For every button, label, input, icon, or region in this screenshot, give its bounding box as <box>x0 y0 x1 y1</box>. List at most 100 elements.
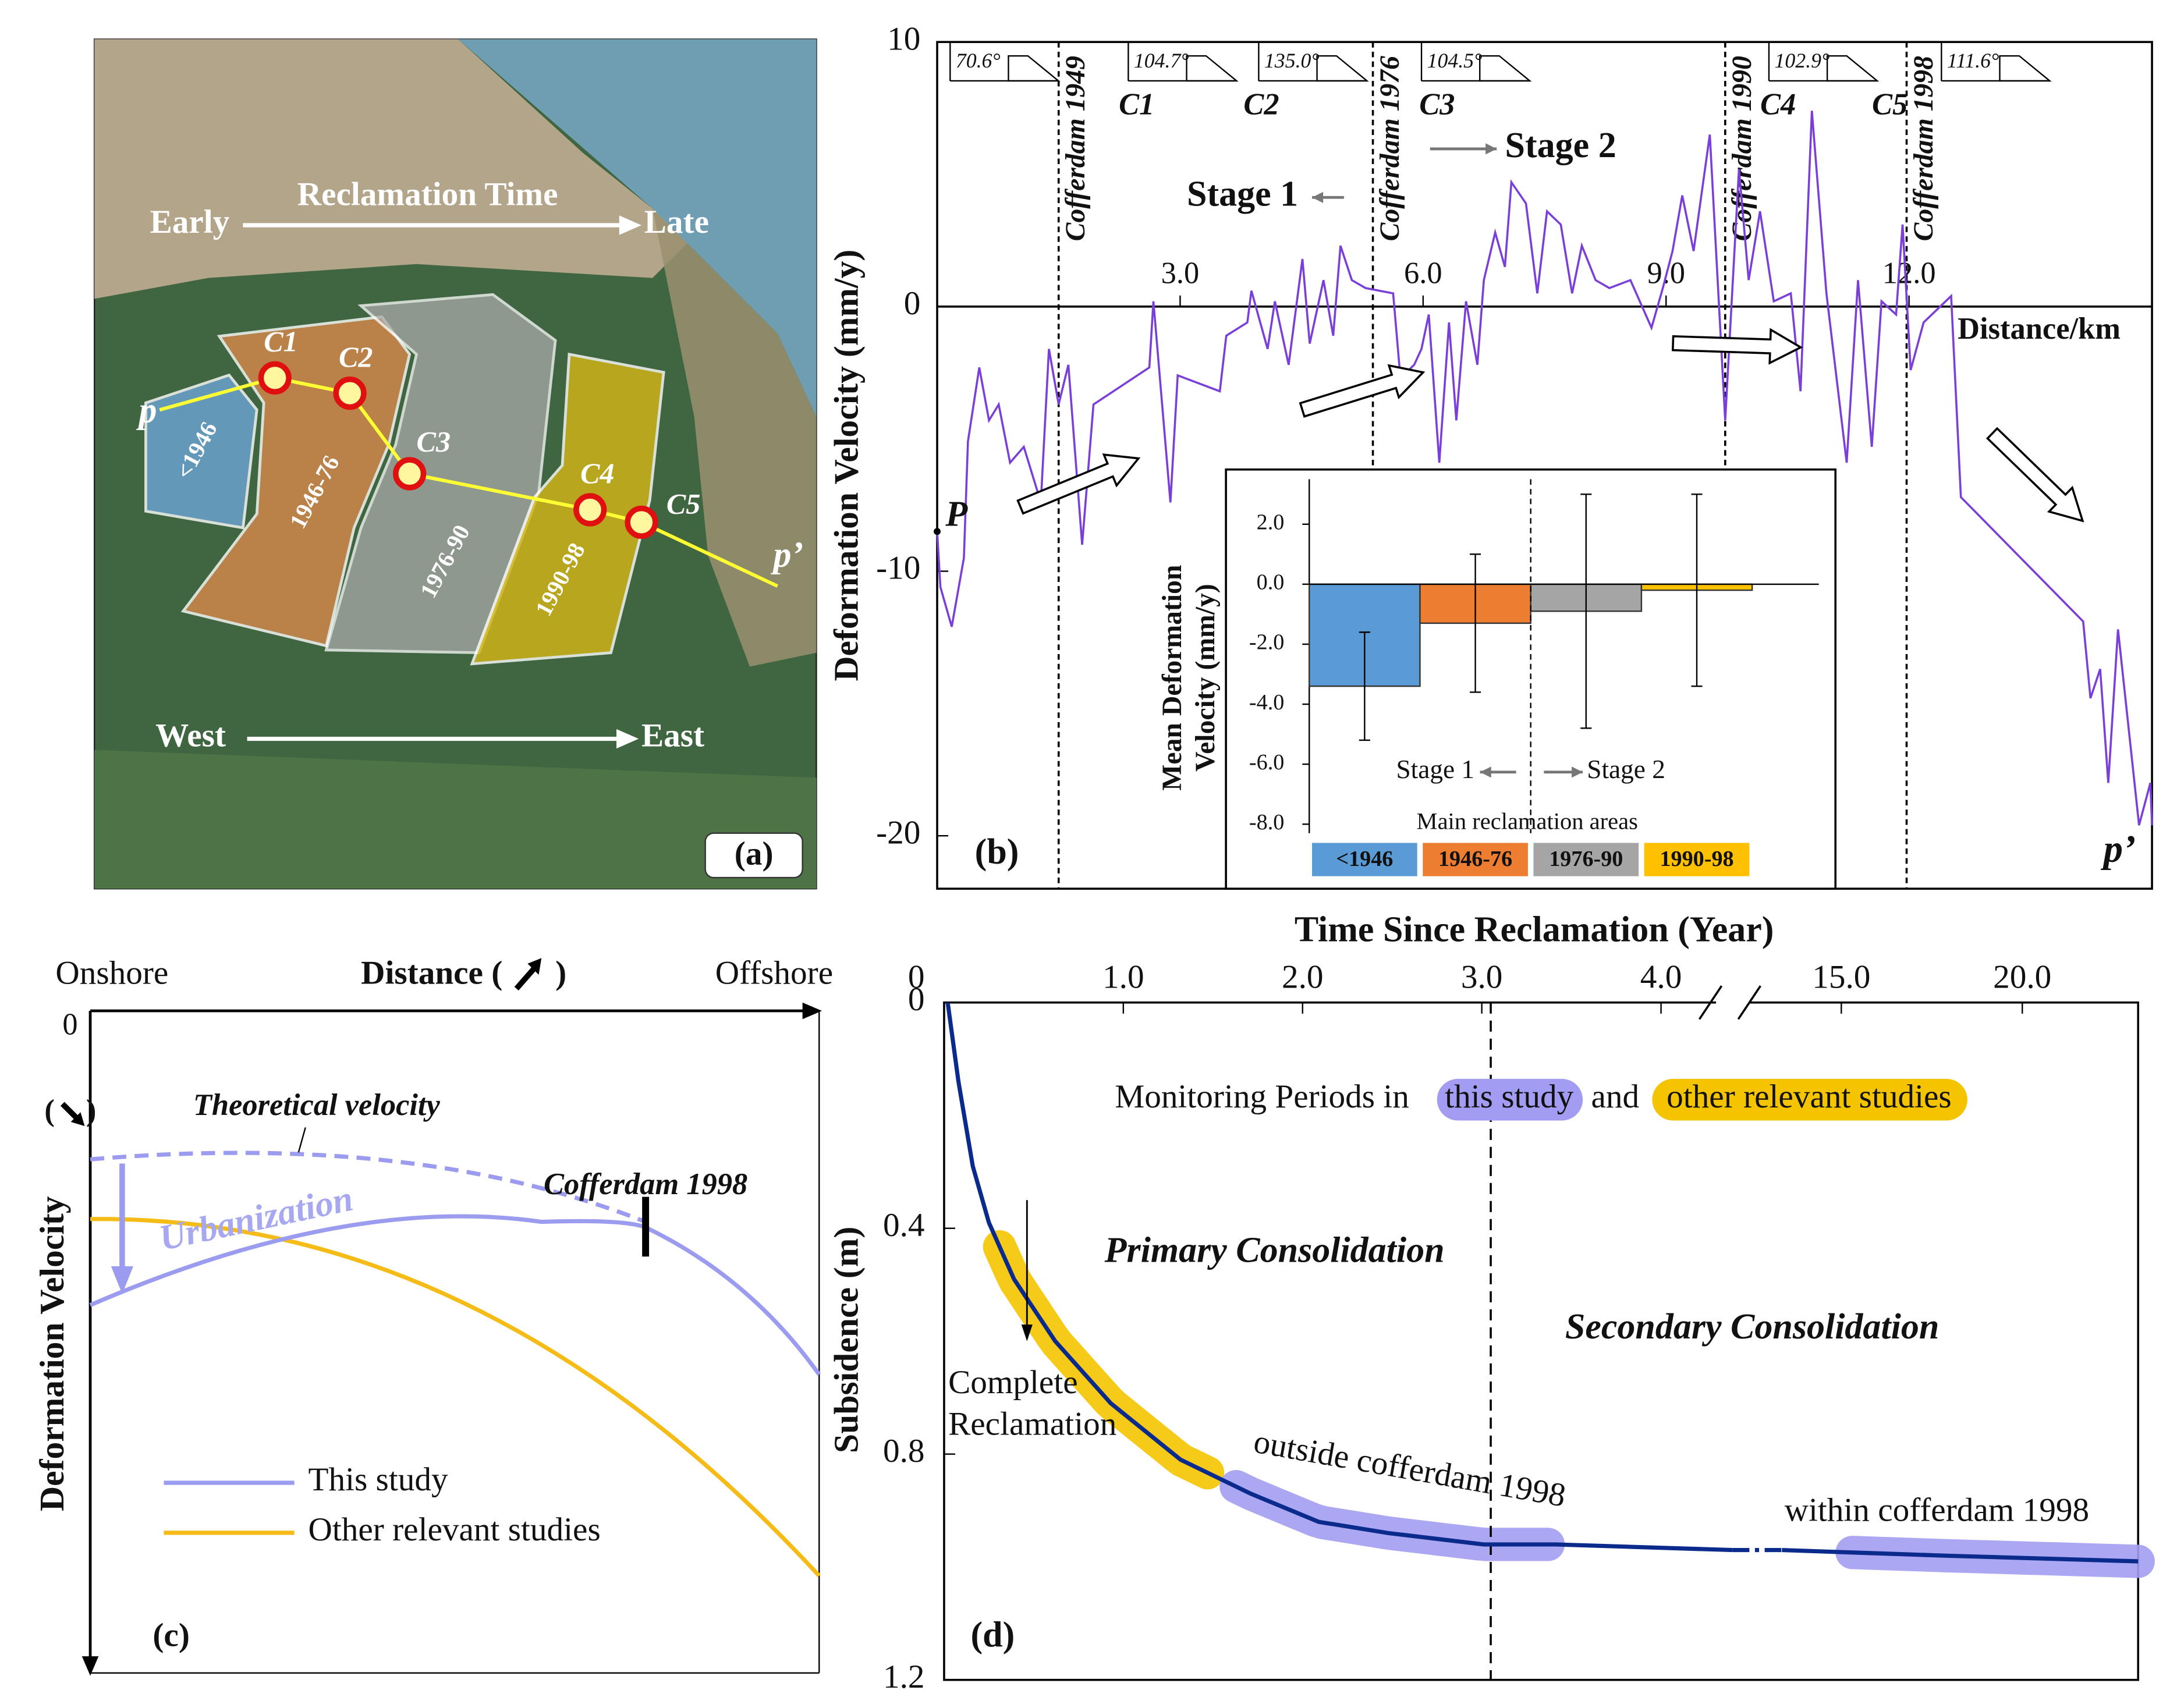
pill <box>1437 1078 1583 1121</box>
icon-arrowhead <box>70 1112 85 1126</box>
section-label: C3 <box>1419 87 1455 121</box>
y-tick-label: -4.0 <box>1249 690 1284 715</box>
deformation-line <box>936 111 2153 826</box>
section-label: C1 <box>264 325 297 358</box>
angle-label: 104.5° <box>1427 49 1483 72</box>
legend-label: This study <box>309 1461 448 1498</box>
angle-icon <box>1826 55 1880 82</box>
section-point <box>393 457 427 491</box>
icon-arrowhead <box>527 958 542 975</box>
y-tick-label: 0.4 <box>883 1207 925 1244</box>
section-label: C1 <box>1119 87 1154 121</box>
section-label: C5 <box>1872 87 1907 121</box>
arrowhead <box>616 729 639 749</box>
angle-icon <box>1186 55 1239 82</box>
angle-label: 135.0° <box>1264 49 1320 72</box>
stage-label: Stage 1 <box>1187 175 1298 214</box>
section-label: C2 <box>1243 87 1279 121</box>
panel-a: Reclamation Time Early Late West East <1… <box>94 38 817 890</box>
area-pre1946 <box>144 373 258 530</box>
annotation: this study <box>1445 1078 1573 1115</box>
label: 0 <box>62 1008 77 1042</box>
profile-end: p’ <box>771 535 804 575</box>
label: ) <box>86 1094 96 1128</box>
y-axis-label: Subsidence (m) <box>827 1227 865 1453</box>
subsidence-curve <box>945 1002 2139 1564</box>
arrowhead <box>1021 1325 1033 1341</box>
y-tick-label: 10 <box>887 20 920 57</box>
x-tick-label: 1.0 <box>1102 959 1144 996</box>
stage-label: Stage 1 <box>1396 755 1474 784</box>
arrowhead <box>1480 766 1491 778</box>
legend-label: <1946 <box>1336 847 1393 871</box>
axis-break <box>1737 985 1761 1020</box>
label: Late <box>644 204 709 240</box>
axis-break <box>1699 985 1723 1020</box>
panel-c: Onshore Distance ( ) Offshore 0 ( ) Defo… <box>33 955 833 1676</box>
legend-swatch <box>1312 843 1417 876</box>
x-tick-label: 15.0 <box>1812 959 1870 996</box>
y-tick-label: 0.8 <box>883 1433 925 1469</box>
label: Reclamation Time <box>297 176 558 212</box>
label: ) <box>555 955 566 992</box>
cofferdam-label: Cofferdam 1976 <box>1374 56 1405 242</box>
legend-swatch <box>1423 843 1528 876</box>
label: Early <box>150 204 230 240</box>
trend-arrow <box>1985 427 2084 523</box>
annotation: Cofferdam 1998 <box>544 1167 747 1201</box>
arrowhead <box>1572 766 1583 778</box>
axis-break-gap <box>1716 998 1750 1007</box>
x-tick-label: 12.0 <box>1882 256 1936 290</box>
annotation: Reclamation <box>948 1406 1116 1443</box>
label: ( <box>44 1094 54 1128</box>
cofferdam-label: Cofferdam 1949 <box>1060 56 1091 241</box>
y-axis-label: Deformation Velocity (mm/y) <box>827 250 865 681</box>
section-point <box>625 505 658 539</box>
annotation: and <box>1591 1078 1639 1115</box>
section-label: C2 <box>339 340 373 373</box>
theoretical-curve <box>90 1150 647 1224</box>
x-tick-label: 20.0 <box>1993 959 2051 996</box>
panel-d: 0 0.4 0.8 1.2 0 1.0 2.0 3.0 4.0 15.0 20.0 Monitorin… <box>827 910 2155 1695</box>
plot-frame <box>943 1001 2140 1681</box>
legend-swatch <box>1533 843 1639 876</box>
y-tick-label: 1.2 <box>883 1659 925 1695</box>
y-axis-label: Velocity (mm/y) <box>1190 584 1221 772</box>
arrowhead <box>1312 191 1324 203</box>
panel-label-box <box>955 830 1039 878</box>
annotation: Theoretical velocity <box>193 1088 441 1122</box>
label: Onshore <box>55 955 168 992</box>
x-tick-label: 6.0 <box>1404 256 1442 290</box>
cofferdam-label: Cofferdam 1998 <box>1908 56 1939 242</box>
x-tick-label: 3.0 <box>1161 256 1200 290</box>
trend-arrow <box>1016 453 1141 515</box>
river <box>94 39 694 299</box>
other-studies-curve <box>90 1217 821 1578</box>
label: West <box>155 718 226 754</box>
land-south <box>94 750 817 889</box>
legend-label: 1946-76 <box>1438 847 1512 871</box>
x-tick-label: 2.0 <box>1282 959 1324 996</box>
y-tick-label: -8.0 <box>1249 810 1284 835</box>
section-label: C4 <box>1760 87 1796 121</box>
stage-label: Stage 2 <box>1587 755 1665 784</box>
x-tick-label: 0 <box>908 959 925 996</box>
x-axis-label: Time Since Reclamation (Year) <box>1295 910 1774 950</box>
legend-label: 1990-98 <box>1660 847 1733 871</box>
arrowhead <box>1485 143 1497 155</box>
y-tick-label: -6.0 <box>1249 750 1284 775</box>
label: East <box>641 718 704 754</box>
panel-label: (b) <box>975 832 1019 872</box>
arrowhead <box>802 1002 822 1020</box>
y-tick-label: 0 <box>908 981 925 1018</box>
legend-swatch <box>1644 843 1750 876</box>
legend-c: This study Other relevant studies <box>164 1461 601 1548</box>
annotation: Secondary Consolidation <box>1565 1307 1940 1347</box>
section-labels: C1 C2 C3 C4 C5 p p’ <box>136 325 804 575</box>
arrowhead <box>619 215 641 235</box>
inset: 2.0 0.0 -2.0 -4.0 -6.0 -8.0 Mean Deformation Ve… <box>1157 468 1837 890</box>
section-label: C5 <box>666 488 700 520</box>
